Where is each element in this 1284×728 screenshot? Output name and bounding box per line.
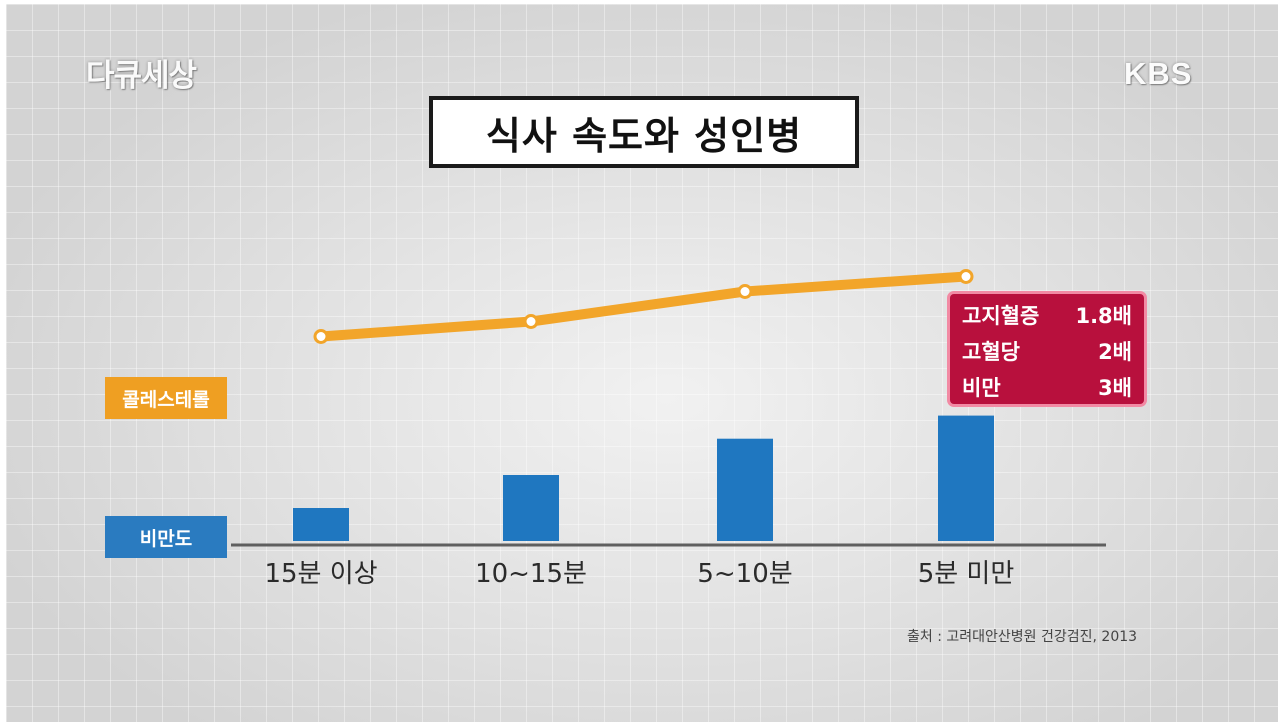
ratio-row: 고혈당 2배 (962, 333, 1132, 369)
cholesterol-line (316, 271, 971, 342)
kbs-logo: KBS (1124, 56, 1193, 91)
legend-obesity: 비만도 (105, 516, 227, 558)
chart-title: 식사 속도와 성인병 (485, 113, 803, 158)
ratio-label: 고지혈증 (962, 304, 1040, 328)
legend-cholesterol: 콜레스테롤 (105, 377, 227, 419)
ratio-label: 고혈당 (962, 340, 1020, 364)
category-label: 5~10분 (697, 559, 792, 589)
cholesterol-point (737, 284, 753, 299)
category-label: 5분 미만 (918, 559, 1015, 589)
ratio-row: 비만 3배 (962, 369, 1132, 405)
cholesterol-point (313, 329, 329, 344)
risk-ratio-box: 고지혈증 1.8배 고혈당 2배 비만 3배 (947, 291, 1147, 407)
ratio-value: 2배 (1098, 340, 1132, 364)
cholesterol-point (523, 314, 539, 329)
category-label: 15분 이상 (264, 559, 377, 589)
obesity-bar (938, 415, 994, 541)
source-note: 출처 : 고려대안산병원 건강검진, 2013 (907, 629, 1138, 645)
ratio-value: 3배 (1098, 376, 1132, 400)
program-logo: 다큐세상 (86, 58, 197, 94)
obesity-bar (293, 508, 349, 541)
ratio-value: 1.8배 (1075, 304, 1132, 328)
obesity-bar (717, 438, 773, 541)
ratio-row: 고지혈증 1.8배 (962, 297, 1132, 333)
obesity-bar (503, 475, 559, 541)
category-label: 10~15분 (475, 559, 587, 589)
title-box: 식사 속도와 성인병 (429, 96, 859, 168)
chart-svg: 15분 이상 10~15분 5~10분 5분 미만 (231, 269, 1106, 589)
chart-frame: 다큐세상 KBS 식사 속도와 성인병 15분 이상 10~15분 5~10분 5분 … (6, 4, 1278, 722)
cholesterol-point (958, 269, 974, 284)
ratio-label: 비만 (962, 376, 1001, 400)
